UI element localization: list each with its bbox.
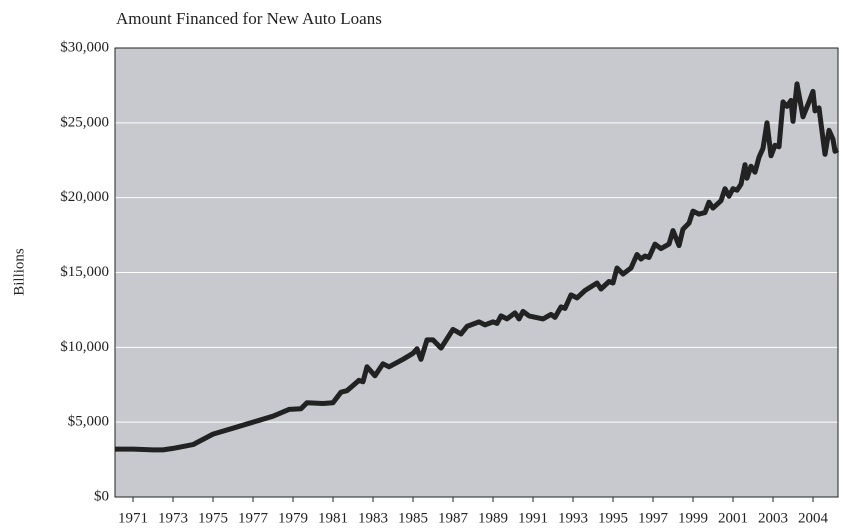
data-line — [115, 81, 840, 453]
x-tick-label: 1981 — [318, 510, 348, 526]
x-tick-label: 1997 — [638, 510, 669, 526]
y-tick-label: $30,000 — [60, 39, 109, 55]
x-tick-label: 2004 — [798, 510, 829, 526]
y-tick-label: $20,000 — [60, 189, 109, 205]
x-tick-label: 1973 — [158, 510, 188, 526]
chart-title: Amount Financed for New Auto Loans — [116, 9, 382, 28]
x-tick-label: 1977 — [238, 510, 269, 526]
x-tick-label: 1991 — [518, 510, 548, 526]
x-tick-label: 1993 — [558, 510, 588, 526]
y-tick-label: $10,000 — [60, 339, 109, 355]
x-tick-label: 1983 — [358, 510, 388, 526]
x-tick-label: 1989 — [478, 510, 508, 526]
y-tick-label: $25,000 — [60, 114, 109, 130]
plot-border — [114, 47, 839, 498]
x-tick-label: 1985 — [398, 510, 428, 526]
x-tick-label: 1999 — [678, 510, 708, 526]
x-tick-label: 2001 — [718, 510, 748, 526]
y-tick-label: $5,000 — [68, 414, 109, 430]
y-tick-label: $15,000 — [60, 264, 109, 280]
y-axis-label: Billions — [11, 248, 27, 296]
x-tick-label: 1995 — [598, 510, 628, 526]
x-tick-label: 1975 — [198, 510, 228, 526]
y-tick-label: $0 — [94, 488, 109, 504]
x-tick-label: 1971 — [118, 510, 148, 526]
x-tick-label: 1979 — [278, 510, 308, 526]
x-tick-label: 1987 — [438, 510, 469, 526]
x-tick-label: 2003 — [758, 510, 788, 526]
